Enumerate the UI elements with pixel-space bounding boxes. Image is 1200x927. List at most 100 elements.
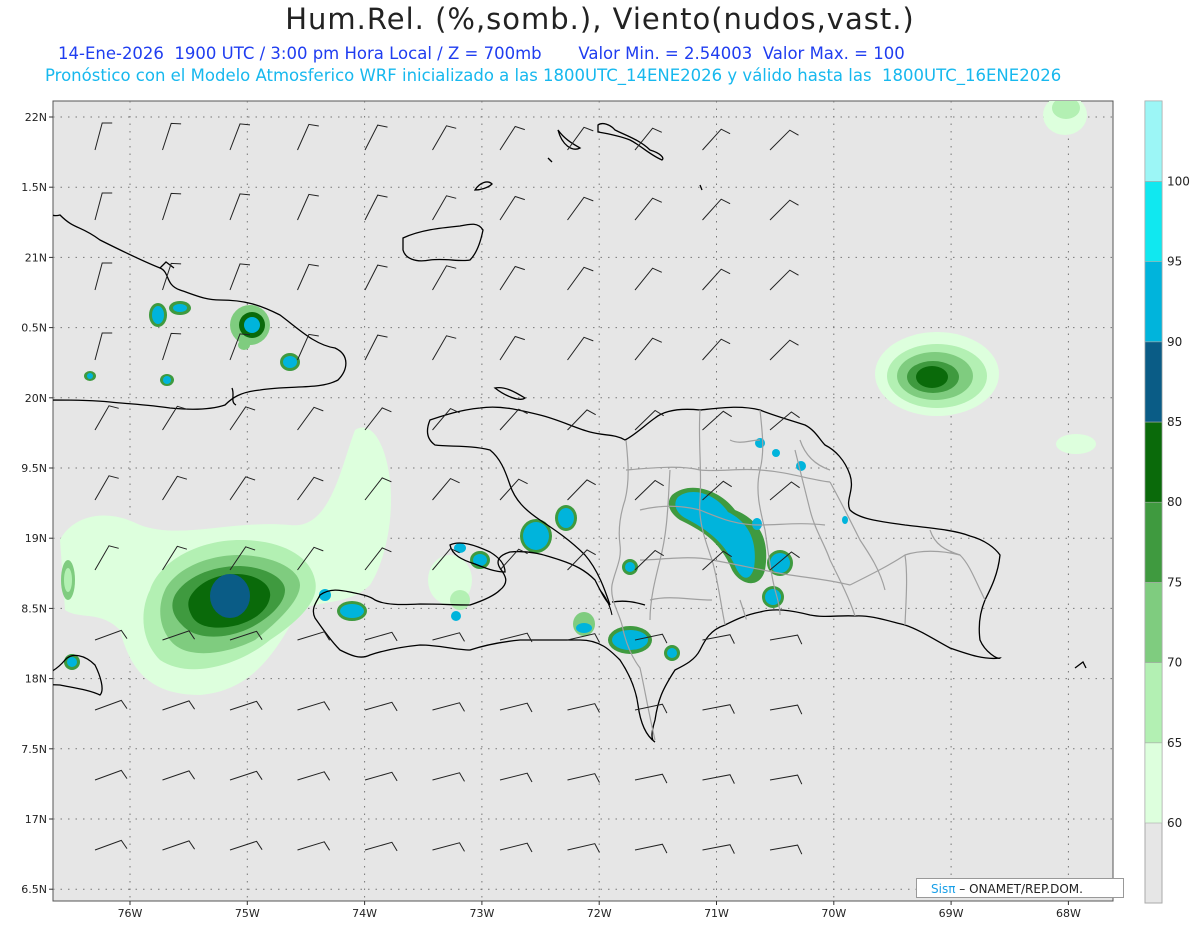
lon-label: 71W [704, 907, 729, 920]
wind-barb [94, 545, 119, 571]
wind-barb [94, 699, 128, 711]
min-value: Valor Min. = 2.54003 [578, 44, 753, 63]
wind-barb [229, 770, 263, 781]
date-line: 14-Ene-2026 1900 UTC / 3:00 pm Hora Loca… [58, 44, 905, 63]
wind-barb [769, 634, 803, 645]
cayman-coast [493, 386, 527, 400]
lon-label: 70W [821, 907, 846, 920]
colorbar-label: 65 [1167, 736, 1182, 750]
wind-barb [499, 335, 525, 361]
wind-barb [634, 127, 663, 151]
colorbar-label: 60 [1167, 816, 1182, 830]
cuba-coast [53, 214, 347, 410]
wind-barb [94, 629, 128, 641]
wind-barb [634, 843, 668, 854]
wind-barb [769, 269, 799, 291]
lat-label: 1.5N [21, 181, 47, 194]
wind-barb [567, 549, 596, 571]
wind-barb [432, 702, 465, 712]
wind-barb [567, 409, 596, 431]
wind-barb [229, 700, 263, 711]
wind-barb [162, 192, 182, 221]
wind-barb [499, 478, 528, 501]
wind-barb [432, 632, 465, 642]
wind-barb [769, 339, 799, 361]
wind-barb [229, 630, 263, 641]
wind-barb [229, 333, 251, 361]
wind-barb [432, 407, 460, 431]
colorbar: 60 65 70 75 80 85 90 95 100 [1144, 100, 1190, 904]
humidity-cells-cuba [64, 301, 300, 670]
colorbar-swatch [1144, 582, 1163, 663]
lon-label: 73W [469, 907, 494, 920]
province-borders [611, 409, 986, 741]
wind-barb [702, 550, 732, 571]
wind-barb [162, 262, 182, 291]
wind-barb [702, 634, 735, 644]
wind-barb [94, 475, 119, 501]
wind-barb [499, 265, 525, 291]
wind-barb [567, 633, 600, 643]
wind-barb [163, 911, 195, 920]
wind-barb [229, 406, 256, 431]
haiti-dr-border [611, 439, 656, 741]
wind-barb [364, 407, 392, 431]
wind-barb [162, 630, 196, 641]
wind-barb [702, 774, 735, 784]
humidity-shading [60, 101, 1096, 695]
wind-barb [634, 549, 664, 571]
wind-barb [364, 701, 398, 712]
wind-barb [297, 841, 331, 851]
wind-barb [432, 335, 457, 361]
wind-barb [229, 123, 251, 151]
wind-barb [702, 844, 735, 854]
wind-barb [567, 336, 594, 361]
wind-barb [634, 197, 663, 221]
colorbar-swatch [1144, 181, 1163, 262]
credit-org: – ONAMET/REP.DOM. [959, 882, 1083, 896]
wind-barb [229, 840, 263, 851]
wind-barb [499, 772, 533, 783]
wind-barb [364, 841, 398, 852]
wind-barb [364, 477, 392, 501]
wind-barb [364, 264, 388, 291]
wind-barb [499, 408, 528, 431]
lat-label: 0.5N [21, 322, 47, 335]
wind-barb [634, 479, 664, 501]
wind-barb [769, 199, 799, 221]
lat-label: 18N [25, 673, 47, 686]
humidity-cells-hispaniola [319, 438, 848, 661]
wind-barb [297, 263, 319, 291]
wind-barb [769, 481, 800, 501]
wind-barb [94, 405, 119, 431]
wind-barb [499, 632, 533, 643]
wind-barb [94, 839, 128, 851]
wind-barb [769, 844, 803, 855]
wind-barb [162, 122, 182, 151]
lon-label: 69W [939, 907, 964, 920]
wind-barb [770, 915, 802, 924]
wind-barb [297, 701, 331, 711]
wind-barb [702, 704, 735, 714]
lat-label: 19N [25, 532, 47, 545]
lat-label: 20N [25, 392, 47, 405]
wind-barb [94, 122, 113, 151]
wind-barb [364, 771, 398, 782]
lon-label: 74W [352, 907, 377, 920]
colorbar-swatch [1144, 100, 1163, 182]
wind-barb [297, 406, 324, 431]
wind-barb [432, 265, 457, 291]
wind-barb [567, 703, 600, 713]
wind-barb [432, 477, 460, 501]
colorbar-label: 90 [1167, 335, 1182, 349]
wind-barb [94, 332, 113, 361]
wind-barb [702, 128, 731, 151]
wind-barb [298, 912, 330, 921]
colorbar-label: 75 [1167, 575, 1182, 589]
wind-barb [432, 195, 457, 221]
colorbar-label: 70 [1167, 656, 1182, 670]
wind-barb [499, 195, 525, 221]
wind-barb [702, 268, 731, 291]
wind-barb [567, 843, 600, 853]
longitude-labels: 76W 75W 74W 73W 72W 71W 70W 69W 68W [118, 901, 1081, 920]
